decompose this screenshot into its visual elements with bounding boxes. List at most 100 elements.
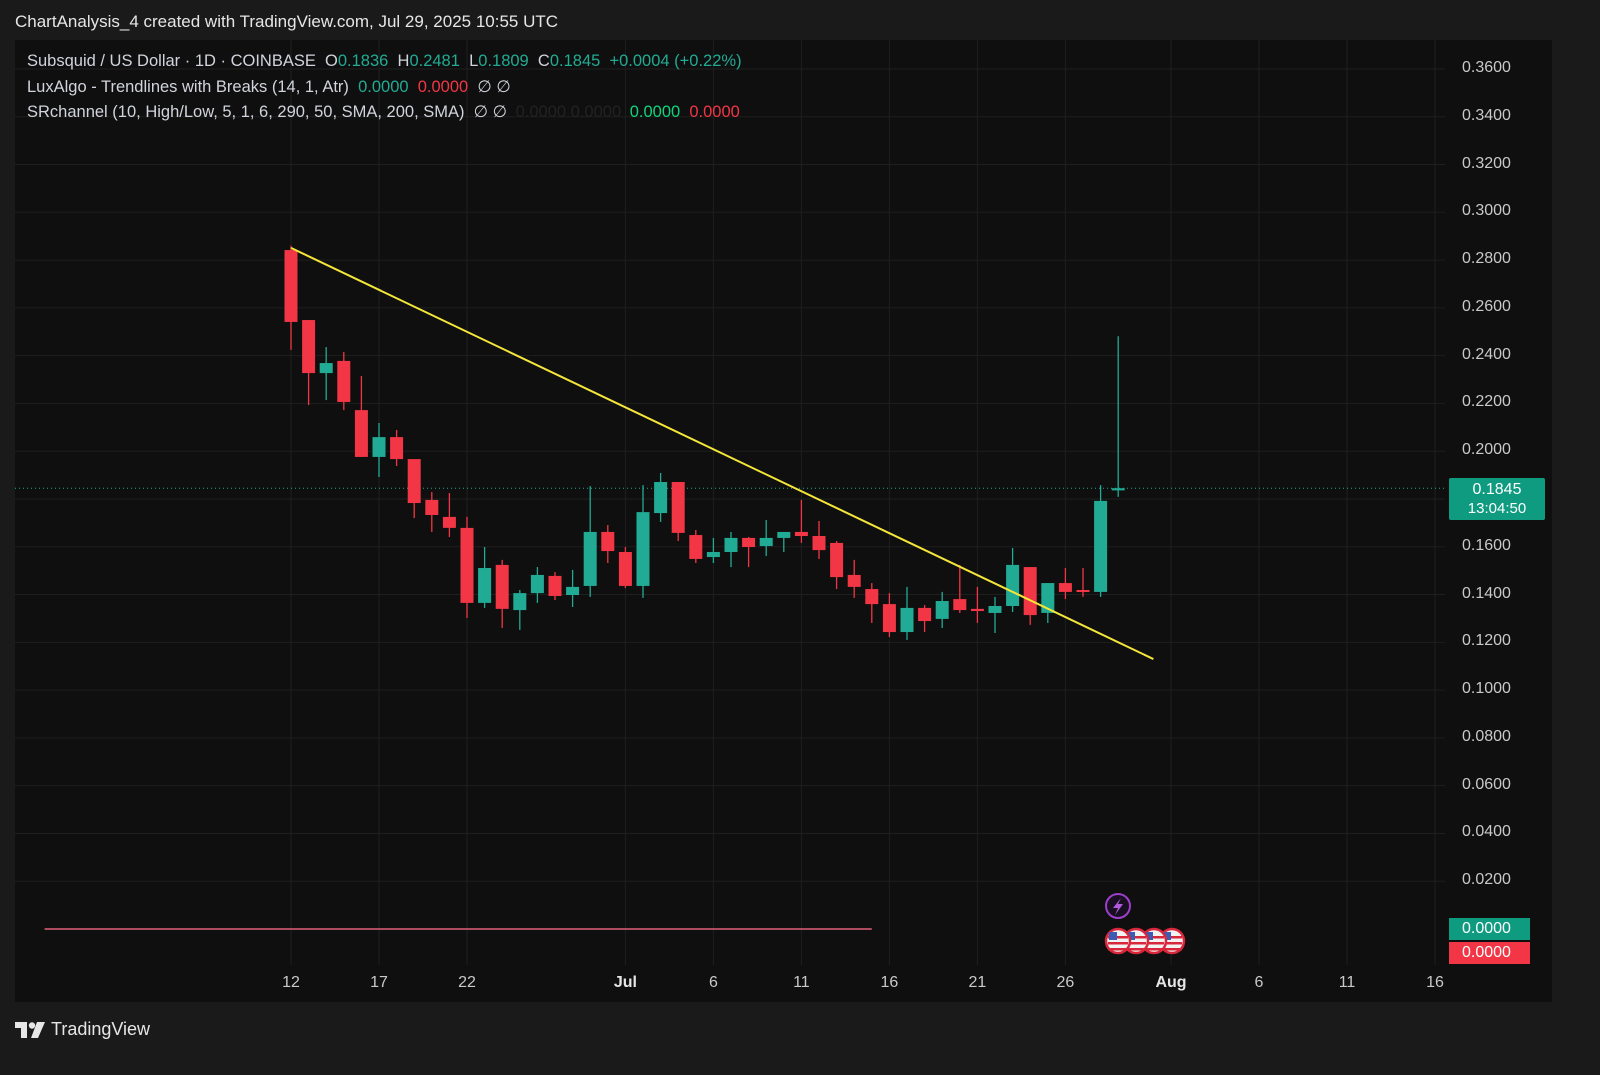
price-tick-label: 0.0400 <box>1462 823 1511 841</box>
candle-body <box>284 250 298 322</box>
time-tick-label: 22 <box>458 974 476 991</box>
candle <box>566 569 580 607</box>
tradingview-brand: TradingView <box>15 1019 150 1040</box>
symbol-name[interactable]: Subsquid / US Dollar · 1D · COINBASE <box>27 52 316 70</box>
candle-body <box>407 459 421 504</box>
candle <box>847 559 861 598</box>
time-tick-label: 21 <box>968 974 987 991</box>
candle-body <box>918 607 932 622</box>
candle <box>478 546 492 608</box>
candle-body <box>583 531 597 586</box>
price-tick-label: 0.2000 <box>1462 441 1511 459</box>
candle-body <box>865 589 879 605</box>
time-tick-label: 11 <box>1338 974 1356 991</box>
candle-body <box>354 410 368 457</box>
candle <box>390 429 404 467</box>
chart-area[interactable] <box>15 40 1552 1002</box>
price-tick-label: 0.3600 <box>1462 58 1511 76</box>
candle <box>794 499 808 543</box>
candle-body <box>900 607 914 633</box>
candle-body <box>372 437 386 457</box>
candle-body <box>618 552 632 586</box>
candle-body <box>1006 564 1020 607</box>
candle <box>1006 547 1020 612</box>
candle <box>865 583 879 623</box>
candle <box>372 423 386 478</box>
candle <box>918 605 932 633</box>
chart-header-title: ChartAnalysis_4 created with TradingView… <box>15 12 559 31</box>
candle <box>337 352 351 411</box>
candle <box>601 525 615 564</box>
candle <box>970 586 984 623</box>
candle-body <box>319 363 333 374</box>
candle <box>1094 485 1108 597</box>
event-icons <box>1104 893 1186 955</box>
price-tick-label: 0.1200 <box>1462 632 1511 650</box>
candle <box>284 245 298 350</box>
candle-body <box>478 568 492 603</box>
candle-body <box>1076 590 1090 593</box>
price-tick-label: 0.1600 <box>1462 536 1511 554</box>
candle-body <box>530 574 544 594</box>
candle <box>319 347 333 401</box>
close-value: 0.1845 <box>549 52 601 70</box>
candle-body <box>495 564 509 609</box>
candle-body <box>671 482 685 533</box>
candle <box>900 586 914 640</box>
tradingview-logo-icon <box>15 1021 45 1038</box>
candle-body <box>337 360 351 402</box>
candle-body <box>953 599 967 611</box>
change-value: +0.0004 (+0.22%) <box>609 52 742 70</box>
price-tick-label: 0.2400 <box>1462 345 1511 363</box>
candle-body <box>970 608 984 612</box>
candle <box>407 459 421 519</box>
candle <box>302 320 316 406</box>
candle-body <box>724 537 738 553</box>
luxalgo-trendline <box>290 246 1154 660</box>
lightning-event-icon[interactable] <box>1105 893 1131 919</box>
candle <box>1058 568 1072 600</box>
candle-body <box>830 542 844 578</box>
high-value: 0.2481 <box>409 52 460 70</box>
candles <box>284 245 1125 640</box>
candle <box>724 531 738 568</box>
candle <box>442 493 456 537</box>
candle <box>530 567 544 603</box>
candle-body <box>777 531 791 538</box>
candle <box>354 375 368 457</box>
indicator-tag-red: 0.0000 <box>1449 942 1530 964</box>
candle <box>636 485 650 598</box>
candle <box>759 520 773 557</box>
open-value: 0.1836 <box>337 52 389 70</box>
candle-body <box>636 512 650 586</box>
legend-indicator-srchannel[interactable]: SRchannel (10, High/Low, 5, 1, 6, 290, 5… <box>27 103 740 121</box>
candle <box>1111 336 1125 497</box>
candle <box>953 564 967 613</box>
legend-indicator-luxalgo[interactable]: LuxAlgo - Trendlines with Breaks (14, 1,… <box>27 78 511 96</box>
time-tick-label: 11 <box>793 974 810 991</box>
candle-body <box>654 482 668 514</box>
price-tick-label: 0.1400 <box>1462 584 1511 602</box>
candle <box>706 537 720 564</box>
time-tick-label: 26 <box>1056 974 1075 991</box>
candle-body <box>988 606 1002 613</box>
candle <box>513 590 527 630</box>
candle-body <box>935 600 949 619</box>
indicator-tag-green: 0.0000 <box>1449 918 1530 940</box>
bar-countdown: 13:04:50 <box>1467 500 1527 517</box>
price-tick-label: 0.1000 <box>1462 680 1511 698</box>
price-tick-label: 0.3000 <box>1462 202 1511 220</box>
candle <box>689 530 703 564</box>
candle-body <box>742 537 756 547</box>
candle-body <box>548 575 562 596</box>
candle-body <box>689 535 703 559</box>
us-flag-event-icon[interactable] <box>1104 927 1132 955</box>
candle-body <box>706 552 720 558</box>
price-tick-label: 0.3400 <box>1462 106 1511 124</box>
legend-symbol-row: Subsquid / US Dollar · 1D · COINBASE O0.… <box>27 52 742 70</box>
price-tick-label: 0.2800 <box>1462 250 1511 268</box>
low-value: 0.1809 <box>478 52 529 70</box>
candle <box>882 593 896 638</box>
candle <box>1076 568 1090 597</box>
